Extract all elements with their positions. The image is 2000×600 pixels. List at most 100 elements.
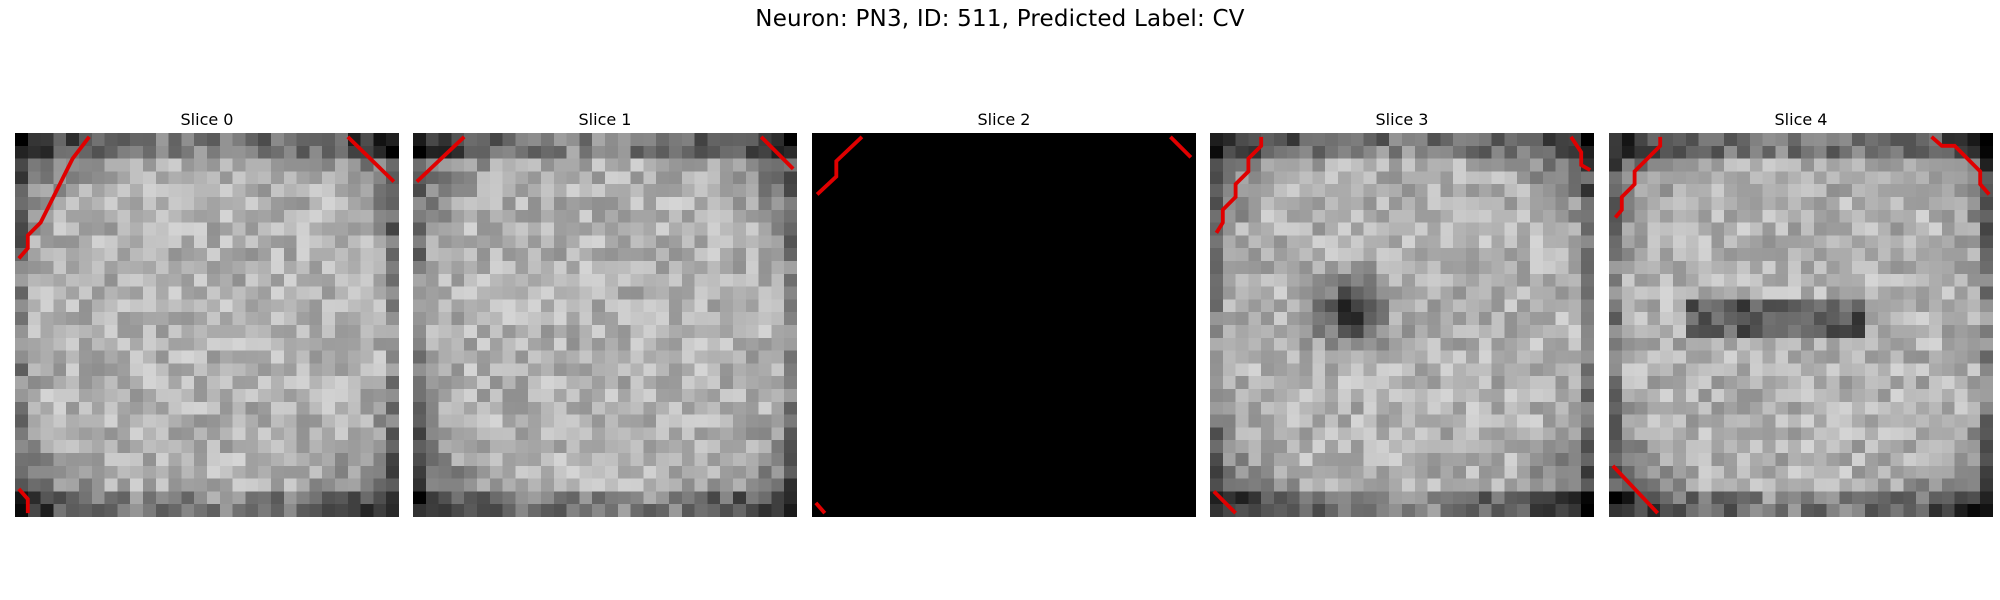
pixel [1261, 171, 1274, 185]
pixel [1660, 312, 1673, 325]
pixel [207, 312, 220, 325]
pixel [168, 158, 182, 172]
pixel [194, 299, 207, 313]
pixel [617, 286, 631, 300]
pixel [451, 248, 465, 261]
pixel [656, 248, 669, 261]
pixel [669, 184, 682, 197]
pixel [1724, 222, 1737, 236]
pixel [1980, 197, 1993, 210]
pixel [1724, 389, 1737, 402]
pixel [1839, 261, 1853, 274]
pixel [1788, 504, 1801, 517]
pixel [1852, 184, 1865, 197]
pixel [643, 478, 657, 492]
pixel [1877, 158, 1891, 172]
pixel [733, 184, 746, 197]
pixel [79, 222, 92, 236]
pixel [1967, 286, 1981, 300]
pixel [1621, 350, 1635, 364]
pixel [181, 273, 195, 287]
pixel [438, 389, 452, 402]
pixel [669, 171, 682, 185]
pixel [1660, 491, 1673, 505]
pixel [1350, 145, 1364, 159]
pixel [1724, 453, 1737, 466]
pixel [79, 401, 92, 415]
pixel [1980, 261, 1993, 274]
pixel [451, 325, 465, 338]
pixel [322, 504, 335, 517]
pixel [1826, 312, 1840, 325]
pixel [1621, 222, 1635, 236]
pixel [117, 363, 131, 377]
pixel [40, 401, 54, 415]
pixel [1453, 235, 1466, 249]
pixel [1248, 465, 1262, 479]
pixel [1453, 273, 1466, 287]
pixel [1621, 248, 1635, 261]
pixel [1299, 389, 1313, 402]
pixel [1826, 261, 1840, 274]
pixel [489, 478, 503, 492]
pixel [528, 389, 541, 402]
pixel [553, 376, 567, 389]
pixel [733, 299, 746, 313]
pixel [1235, 478, 1249, 492]
pixel [40, 453, 54, 466]
pixel [1376, 145, 1390, 159]
pixel [168, 401, 182, 415]
pixel [1402, 273, 1415, 287]
pixel [245, 248, 259, 261]
pixel [413, 299, 426, 313]
pixel [1338, 504, 1351, 517]
pixel [335, 440, 348, 453]
pixel [1660, 465, 1673, 479]
pixel [1504, 145, 1518, 159]
pixel [283, 414, 297, 428]
pixel [1890, 453, 1904, 466]
pixel [1711, 325, 1725, 338]
pixel [1737, 184, 1750, 197]
pixel [322, 465, 335, 479]
pixel [566, 133, 580, 146]
pixel [335, 312, 348, 325]
pixel [1929, 478, 1942, 492]
pixel [669, 222, 682, 236]
pixel [1890, 273, 1904, 287]
pixel [271, 325, 284, 338]
pixel [681, 504, 695, 517]
pixel [502, 350, 516, 364]
pixel [669, 401, 682, 415]
pixel [168, 273, 182, 287]
pixel [1478, 504, 1492, 517]
pixel [1877, 171, 1891, 185]
pixel [168, 363, 182, 377]
pixel [1877, 312, 1891, 325]
pixel [91, 273, 105, 287]
pixel [1248, 478, 1262, 492]
pixel [1376, 248, 1390, 261]
pixel [130, 248, 143, 261]
pixel [1389, 376, 1402, 389]
pixel [1929, 325, 1942, 338]
pixel [296, 235, 310, 249]
pixel [438, 248, 452, 261]
pixel [489, 491, 503, 505]
pixel [53, 209, 67, 223]
pixel [771, 465, 785, 479]
pixel [425, 414, 439, 428]
pixel [1749, 350, 1763, 364]
pixel [1581, 376, 1594, 389]
pixel [515, 376, 529, 389]
pixel [1312, 350, 1326, 364]
pixel [15, 350, 28, 364]
pixel [1261, 209, 1274, 223]
slice-panel-2: Slice 2 [812, 108, 1196, 517]
pixel [117, 171, 131, 185]
pixel [155, 325, 169, 338]
pixel [1967, 440, 1981, 453]
pixel [1568, 184, 1582, 197]
pixel [438, 184, 452, 197]
pixel [1478, 235, 1492, 249]
